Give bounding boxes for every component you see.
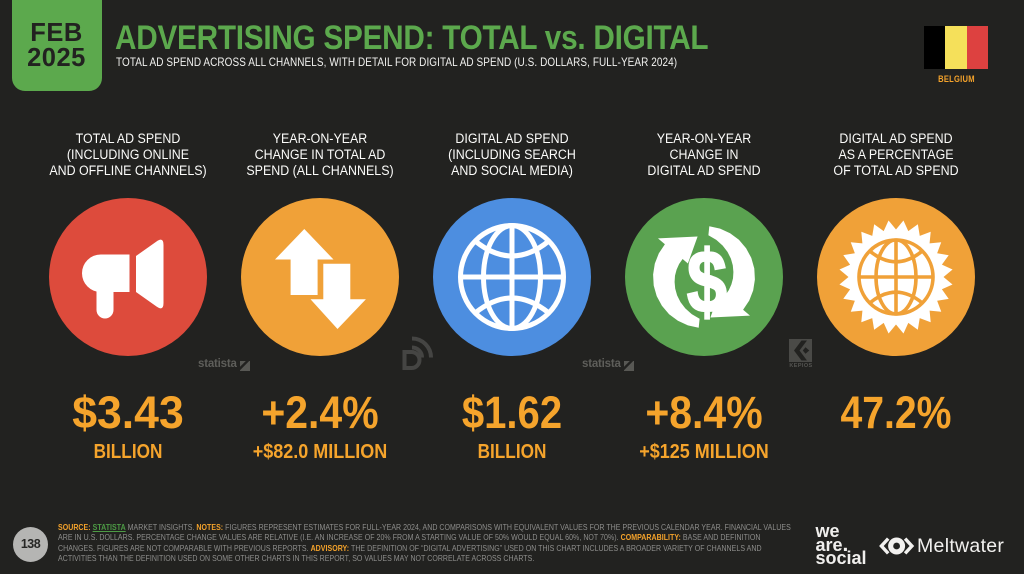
svg-text:$: $ [686,233,726,331]
